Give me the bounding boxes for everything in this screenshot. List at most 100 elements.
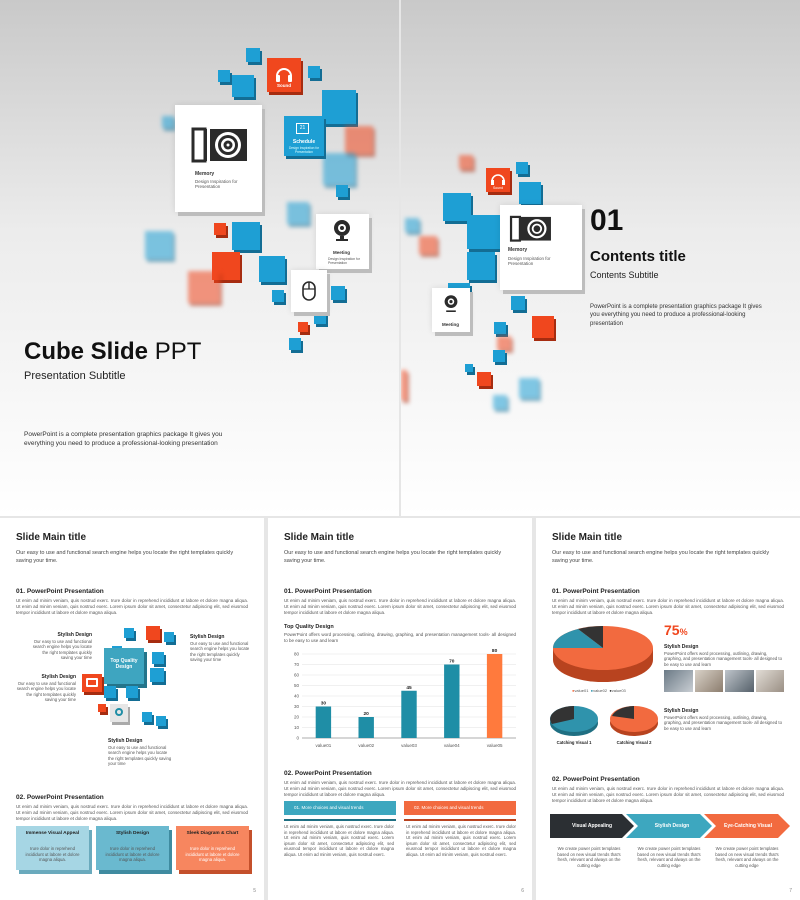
camera-icon [86, 678, 98, 687]
section-text: Ut enim ad minim veniam, quis nostrud ex… [16, 804, 248, 822]
arrow-text-2: We create power point templates based on… [637, 846, 701, 868]
pie-slice-value02 [553, 629, 603, 648]
cube-decoration [345, 126, 373, 154]
stylish-design-2: Stylish Design PowerPoint offers word pr… [664, 708, 783, 731]
meeting-label: Meeting [333, 250, 351, 255]
cube-decoration [289, 338, 301, 350]
trend-band-2: 02. More choices and visual trends [404, 801, 516, 815]
cube-decoration [124, 628, 134, 638]
schedule-card: 21 Schedule Design Inspiration for Prese… [284, 116, 324, 156]
top-quality-cube: Top Quality Design [104, 648, 144, 684]
cube-decoration [511, 296, 525, 310]
chart-description: PowerPoint offers word processing, outli… [284, 632, 516, 644]
pie-slice-value03 [578, 626, 603, 648]
data-label: 20 [364, 711, 370, 717]
slide-page-5: Slide Main title Our easy to use and fun… [0, 518, 264, 900]
cube-decoration [98, 704, 106, 712]
mouse-icon [302, 281, 316, 301]
bar-chart: 0 10 20 30 40 50 60 70 80 30 value01 20 value02 45 val… [294, 648, 516, 748]
process-arrows [550, 814, 790, 838]
cover-description: PowerPoint is a complete presentation gr… [24, 431, 223, 448]
y-tick-label: 40 [294, 694, 300, 699]
webcam-icon [334, 220, 350, 241]
cube-decoration [516, 162, 528, 174]
slide-title: Slide Main title [284, 532, 355, 543]
schedule-label: Schedule [292, 139, 316, 145]
x-tick-label: value03 [401, 743, 417, 748]
legend-dot: ● [572, 688, 575, 693]
percent-value: 75% [664, 622, 688, 638]
x-tick-label: value01 [316, 743, 332, 748]
chart-heading: Top Quality Design [284, 624, 334, 630]
y-tick-label: 70 [294, 662, 300, 667]
slide-title: Slide Main title [16, 532, 87, 543]
webcam-icon [444, 295, 458, 312]
cube-decoration [532, 316, 554, 338]
feature-box-3: Sleek Diagram & Chart Irure dolor in rep… [176, 826, 249, 870]
visual-1-label: Catching Visual 1 [556, 740, 592, 745]
sound-label: Sound [492, 186, 504, 190]
section-text: Ut enim ad minim veniam, quis nostrud ex… [552, 786, 784, 804]
cube-decoration [336, 185, 348, 197]
arrow-text-3: We create power point templates based on… [715, 846, 779, 868]
cube-decoration [323, 153, 355, 185]
cube-decoration [272, 290, 284, 302]
cube-decoration [331, 286, 345, 300]
callout-1: Stylish Design Our easy to use and funct… [32, 632, 92, 661]
slide-page-7: Slide Main title Our easy to use and fun… [536, 518, 800, 900]
section-text: Ut enim ad minim veniam, quis nostrud ex… [552, 598, 784, 616]
cube-decoration [467, 215, 501, 249]
data-label: 30 [321, 701, 327, 707]
cube-decoration [493, 350, 505, 362]
y-tick-label: 20 [294, 715, 300, 720]
schedule-sub: Design Inspiration for Presentation [288, 146, 320, 154]
contents-description: PowerPoint is a complete presentation gr… [590, 304, 762, 327]
cube-decoration [287, 202, 309, 224]
photo-strip [664, 670, 784, 692]
feature-box-1: Immense Visual Appeal Irure dolor in rep… [16, 826, 89, 870]
callout-3: Stylish Design Our easy to use and funct… [16, 674, 76, 703]
webcam-cube [110, 704, 128, 722]
legend-dot: ● [609, 688, 612, 693]
memory-sub: Design Inspiration for Presentation [195, 179, 238, 190]
sound-card: Sound [486, 168, 510, 192]
cube-decoration [150, 668, 164, 682]
data-label: 80 [492, 648, 498, 654]
arrow-label-2: Stylish Design [654, 823, 690, 829]
cube-decoration [322, 90, 356, 124]
photo [755, 670, 784, 692]
cube-decoration [156, 716, 166, 726]
calendar-icon: 21 [296, 123, 309, 134]
cube-decoration [419, 236, 437, 254]
section-heading: 02. PowerPoint Presentation [16, 794, 104, 801]
cube-decoration [477, 372, 491, 386]
bar-value03 [401, 690, 417, 738]
stylish-design-1: Stylish Design PowerPoint offers word pr… [664, 644, 783, 667]
meeting-card: Meeting Design Inspiration for Presentat… [316, 214, 369, 269]
bar-value02 [358, 717, 374, 738]
section-text: Ut enim ad minim veniam, quis nostrud ex… [16, 598, 248, 616]
meeting-sub: Design Inspiration for Presentation [328, 257, 361, 266]
column-text-1: Ut enim ad minim veniam, quis nostrud ex… [284, 824, 394, 857]
meeting-card: Meeting [432, 288, 470, 332]
section-heading: 02. PowerPoint Presentation [552, 776, 640, 783]
memory-card: Memory Design Inspiration for Presentati… [175, 105, 262, 212]
callout-2: Stylish Design Our easy to use and funct… [190, 634, 250, 663]
bar-value04 [444, 664, 460, 738]
cube-decoration [443, 193, 471, 221]
cube-decoration [188, 271, 220, 303]
trend-band-1: 01. More choices and visual trends [284, 801, 396, 815]
cube-decoration [232, 75, 254, 97]
section-heading: 02. PowerPoint Presentation [284, 770, 372, 777]
section-text: Ut enim ad minim veniam, quis nostrud ex… [284, 780, 516, 798]
x-tick-label: value05 [487, 743, 503, 748]
cube-decoration [405, 218, 419, 232]
cube-decoration [232, 222, 260, 250]
bar-value05 [486, 654, 503, 738]
column-text-2: Ut enim ad minim veniam, quis nostrud ex… [406, 824, 516, 857]
headphones-icon [491, 174, 505, 185]
cube-decoration [519, 182, 541, 204]
cube-decoration [104, 686, 116, 698]
cube-decoration [214, 223, 226, 235]
slide-lead: Our easy to use and functional search en… [284, 550, 502, 564]
